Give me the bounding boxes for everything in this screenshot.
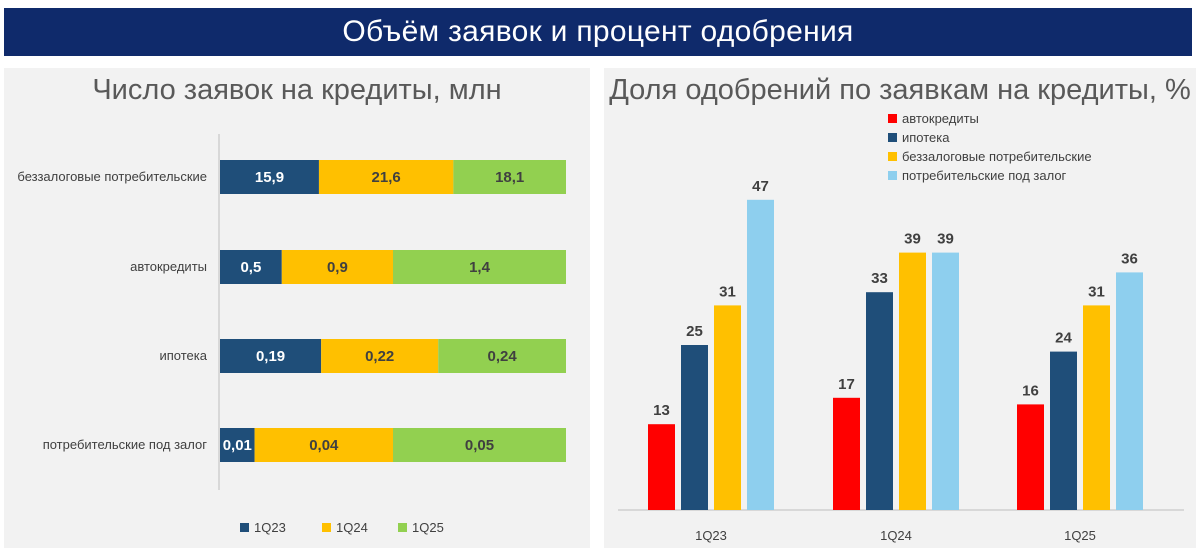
data-label: 24 [1055,330,1072,347]
legend-label: потребительские под залог [902,168,1067,183]
x-tick-label: 1Q24 [880,528,912,543]
legend-label: ипотека [902,130,950,145]
category-label: ипотека [160,348,208,363]
data-label: 16 [1022,382,1039,399]
data-label: 0,22 [365,348,394,365]
data-label: 33 [871,270,888,287]
legend-swatch [888,133,897,142]
legend-swatch [888,171,897,180]
bar-segment [393,428,566,462]
data-label: 18,1 [495,169,524,186]
bar-segment [453,160,566,194]
legend-label: автокредиты [902,111,979,126]
data-label: 31 [719,283,736,300]
bar-segment [321,339,439,373]
data-label: 21,6 [372,169,401,186]
data-label: 39 [937,231,954,248]
data-label: 0,04 [309,437,339,454]
page-title: Объём заявок и процент одобрения [4,8,1192,56]
bar-segment [220,339,322,373]
legend-swatch [398,523,407,532]
bar-segment [393,250,566,284]
data-label: 1,4 [469,259,491,276]
bar-segment [220,428,255,462]
data-label: 0,01 [223,437,252,454]
bar [1116,272,1143,510]
bar [747,199,774,511]
legend-swatch [240,523,249,532]
legend-swatch [322,523,331,532]
data-label: 31 [1088,283,1105,300]
legend-swatch [888,152,897,161]
bar [1017,404,1044,510]
approval-chart: 13 25 31 47 1Q23 17 33 39 39 1Q24 16 24 31 36 1Q25 авто… [618,111,1184,543]
bar-segment [220,160,319,194]
applications-chart: беззалоговые потребительские 15,9 21,6 18,1… [17,134,566,535]
data-label: 47 [752,178,769,195]
bar-segment [254,428,393,462]
bar [714,305,741,510]
bar [833,397,860,510]
data-label: 25 [686,323,703,340]
data-label: 0,5 [240,259,261,276]
legend-label: беззалоговые потребительские [902,149,1092,164]
approval-chart-panel: Доля одобрений по заявкам на кредиты, % … [604,68,1196,548]
legend-label: 1Q23 [254,520,286,535]
bar [1083,305,1110,510]
data-label: 0,05 [465,437,494,454]
data-label: 36 [1121,250,1138,267]
legend-label: 1Q25 [412,520,444,535]
bar [899,252,926,510]
bar [1050,351,1077,510]
bar-segment [318,160,454,194]
bar [932,252,959,510]
category-label: беззалоговые потребительские [17,169,207,184]
applications-chart-title: Число заявок на кредиты, млн [92,74,502,106]
legend-swatch [888,114,897,123]
bar [681,345,708,510]
x-tick-label: 1Q25 [1064,528,1096,543]
x-tick-label: 1Q23 [695,528,727,543]
category-label: автокредиты [130,259,207,274]
bar-segment [438,339,566,373]
bar-segment [281,250,393,284]
approval-chart-title: Доля одобрений по заявкам на кредиты, % [609,74,1191,106]
bar-segment [220,250,282,284]
data-label: 0,19 [256,348,285,365]
bar [866,292,893,510]
data-label: 0,24 [488,348,518,365]
data-label: 0,9 [327,259,348,276]
bar [648,424,675,510]
legend-label: 1Q24 [336,520,368,535]
category-label: потребительские под залог [43,437,208,452]
data-label: 39 [904,231,921,248]
data-label: 13 [653,402,670,419]
data-label: 15,9 [255,169,284,186]
data-label: 17 [838,376,855,393]
applications-chart-panel: Число заявок на кредиты, млн беззалоговы… [4,68,590,548]
